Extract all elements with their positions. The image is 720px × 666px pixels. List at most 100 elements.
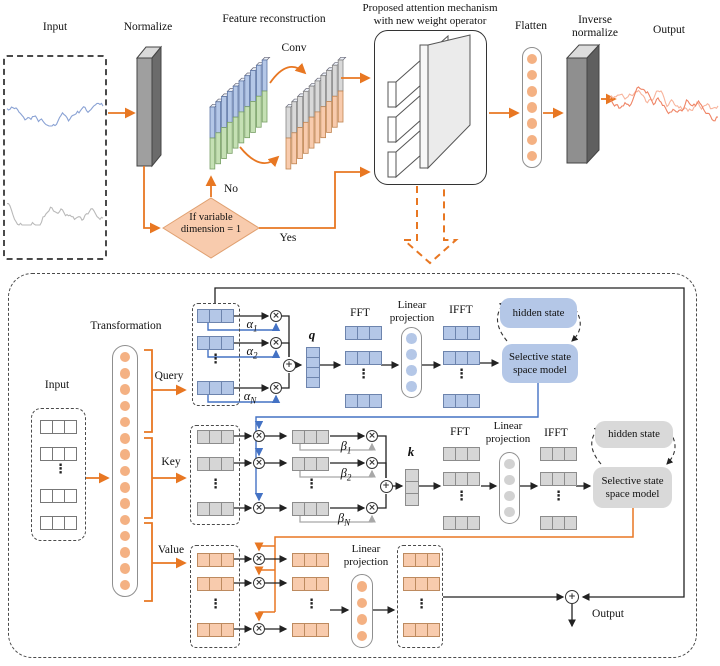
beta-2-label: β2	[340, 466, 352, 483]
attention-mechanism-box	[374, 30, 487, 185]
cell-row	[292, 457, 329, 471]
k-vector-label: k	[407, 444, 415, 459]
linear-projection-capsule-query	[401, 327, 422, 398]
cell-row	[443, 447, 480, 461]
cell-row	[292, 623, 329, 637]
cell-row	[197, 623, 234, 637]
attention-planes-3d	[387, 34, 471, 179]
cell-row	[197, 553, 234, 567]
cell-row	[345, 394, 382, 408]
flatten-label: Flatten	[515, 20, 547, 32]
vertical-ellipsis: ⋮	[305, 597, 318, 612]
beta-n-label: βN	[337, 511, 351, 528]
vertical-ellipsis: ⋮	[357, 367, 370, 382]
value-box	[190, 545, 240, 648]
multiply-op: ×	[366, 457, 378, 469]
cell-row	[197, 502, 234, 516]
add-op: +	[379, 479, 393, 493]
multiply-op: ×	[253, 577, 265, 589]
k-vector	[405, 469, 419, 506]
cell-row	[40, 447, 77, 461]
value-label: Value	[157, 544, 185, 556]
multiply-op: ×	[253, 430, 265, 442]
linear-projection-label-query: Linear projection	[389, 299, 435, 324]
linear-projection-capsule-key	[499, 452, 520, 524]
fft-label-query: FFT	[350, 307, 370, 319]
cell-row	[197, 457, 234, 471]
vertical-ellipsis: ⋮	[209, 477, 222, 492]
ifft-label-query: IFFT	[449, 304, 473, 316]
input-tokens-box	[31, 408, 86, 541]
transformation-label: Transformation	[90, 320, 162, 332]
cell-row	[345, 326, 382, 340]
cell-row	[443, 326, 480, 340]
inverse-normalize-label: Inverse normalize	[572, 14, 618, 40]
inverse-normalize-slab-3d	[565, 43, 601, 165]
alpha-1-label: α1	[246, 317, 258, 334]
normalize-slab-3d	[135, 45, 163, 168]
input-series-blue	[6, 102, 104, 127]
cell-row	[40, 420, 77, 434]
cell-row	[292, 502, 329, 516]
cell-row	[292, 553, 329, 567]
cell-row	[403, 623, 440, 637]
vertical-ellipsis: ⋮	[54, 462, 67, 477]
conv-label: Conv	[281, 42, 307, 54]
multiply-op: ×	[253, 502, 265, 514]
multiply-op: ×	[366, 502, 378, 514]
decision-text: If variable dimension = 1	[180, 212, 242, 236]
beta-1-label: β1	[340, 439, 352, 456]
input-label-bottom: Input	[44, 379, 70, 391]
input-label-top: Input	[42, 21, 68, 33]
detail-panel	[8, 273, 697, 658]
alpha-2-label: α2	[246, 344, 258, 361]
transformation-capsule	[112, 345, 138, 597]
vertical-ellipsis: ⋮	[455, 367, 468, 382]
flatten-capsule	[522, 47, 542, 168]
ssm-box-key: Selective state space model	[593, 467, 672, 508]
multiply-op: ×	[270, 382, 282, 394]
ifft-label-key: IFFT	[544, 427, 568, 439]
vertical-ellipsis: ⋮	[455, 489, 468, 504]
linear-projection-label-value: Linear projection	[343, 543, 389, 568]
vertical-ellipsis: ⋮	[209, 352, 222, 367]
cell-row	[540, 472, 577, 486]
multiply-op: ×	[253, 553, 265, 565]
output-label-top: Output	[653, 24, 685, 36]
cell-row	[40, 489, 77, 503]
multiply-op: ×	[270, 337, 282, 349]
value-output-box	[397, 545, 443, 648]
multiply-op: ×	[366, 430, 378, 442]
feature-stack-input	[209, 56, 271, 170]
q-vector-label: q	[308, 327, 316, 342]
zoom-detail-arrow	[401, 186, 459, 265]
query-label: Query	[154, 370, 184, 382]
hidden-state-box-query: hidden state	[500, 298, 577, 328]
multiply-op: ×	[270, 310, 282, 322]
fft-label-key: FFT	[450, 426, 470, 438]
cell-row	[292, 577, 329, 591]
no-label: No	[223, 183, 239, 195]
key-label: Key	[161, 456, 181, 468]
cell-row	[197, 309, 234, 323]
cell-row	[443, 516, 480, 530]
attention-box-title: Proposed attention mechanism with new we…	[362, 2, 498, 27]
cell-row	[345, 351, 382, 365]
multiply-op: ×	[253, 623, 265, 635]
cell-row	[292, 430, 329, 444]
input-series-box	[3, 55, 107, 260]
multiply-op: ×	[253, 457, 265, 469]
q-vector	[306, 347, 320, 388]
cell-row	[197, 577, 234, 591]
ssm-box-query: Selective state space model	[502, 344, 578, 383]
normalize-label: Normalize	[123, 21, 173, 33]
feature-reconstruction-label: Feature reconstruction	[222, 13, 326, 25]
vertical-ellipsis: ⋮	[209, 597, 222, 612]
query-box	[192, 303, 240, 406]
output-label-bottom: Output	[592, 608, 624, 620]
add-op: +	[565, 590, 579, 604]
cell-row	[443, 394, 480, 408]
vertical-ellipsis: ⋮	[305, 477, 318, 492]
